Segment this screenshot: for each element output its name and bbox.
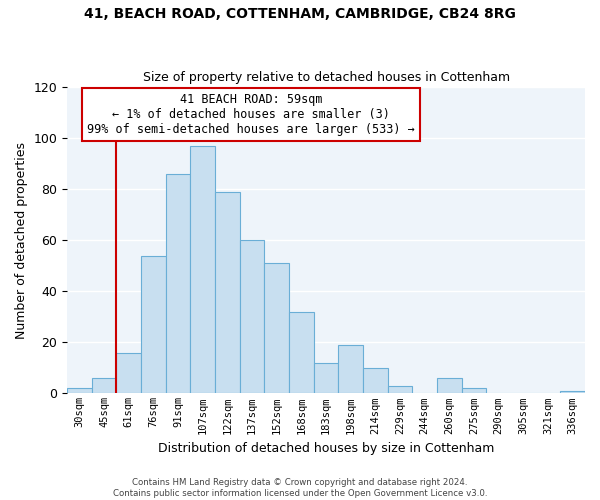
Bar <box>190 146 215 394</box>
Bar <box>314 363 338 394</box>
Bar <box>116 352 141 394</box>
Text: 41 BEACH ROAD: 59sqm
← 1% of detached houses are smaller (3)
99% of semi-detache: 41 BEACH ROAD: 59sqm ← 1% of detached ho… <box>87 93 415 136</box>
Bar <box>388 386 412 394</box>
Bar <box>141 256 166 394</box>
Bar <box>289 312 314 394</box>
Bar <box>560 391 585 394</box>
Text: Contains HM Land Registry data © Crown copyright and database right 2024.
Contai: Contains HM Land Registry data © Crown c… <box>113 478 487 498</box>
Bar <box>265 263 289 394</box>
Bar <box>166 174 190 394</box>
X-axis label: Distribution of detached houses by size in Cottenham: Distribution of detached houses by size … <box>158 442 494 455</box>
Bar <box>92 378 116 394</box>
Y-axis label: Number of detached properties: Number of detached properties <box>15 142 28 338</box>
Bar <box>338 345 363 394</box>
Bar <box>67 388 92 394</box>
Bar <box>240 240 265 394</box>
Text: 41, BEACH ROAD, COTTENHAM, CAMBRIDGE, CB24 8RG: 41, BEACH ROAD, COTTENHAM, CAMBRIDGE, CB… <box>84 8 516 22</box>
Bar <box>363 368 388 394</box>
Title: Size of property relative to detached houses in Cottenham: Size of property relative to detached ho… <box>143 72 509 85</box>
Bar <box>215 192 240 394</box>
Bar <box>462 388 487 394</box>
Bar <box>437 378 462 394</box>
